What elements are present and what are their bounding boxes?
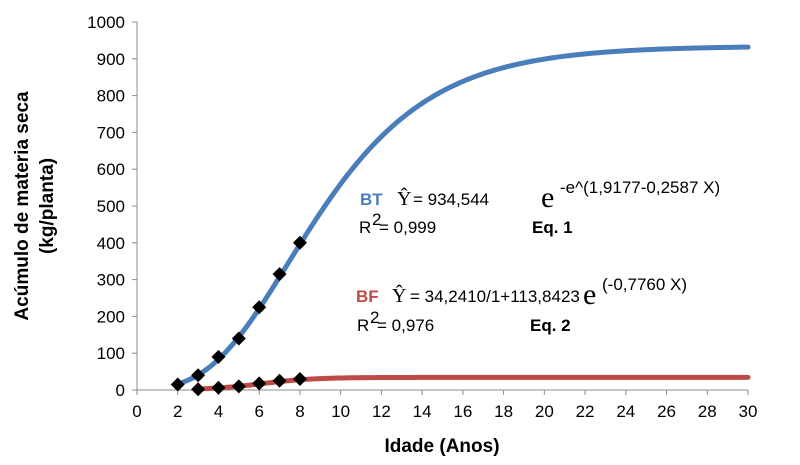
- marker-bt: [211, 349, 226, 364]
- equation-2: BF Ŷ = 34,2410/1+113,8423 e (-0,7760 X) …: [356, 275, 687, 335]
- series-curve-bf: [195, 374, 751, 392]
- x-tick-label: 10: [331, 402, 350, 421]
- x-tick-label: 8: [295, 402, 304, 421]
- x-tick-label: 0: [132, 402, 141, 421]
- x-tick-labels: 0 2 4 6 8 10 12 14 16 18 20 22 24 26 28 30: [132, 390, 757, 421]
- marker-bf: [211, 380, 226, 395]
- y-axis-title: Acúmulo de materia seca (kg/planta): [12, 91, 58, 321]
- series-curve-bt: [175, 44, 751, 387]
- eq1-r2-sup: 2: [372, 210, 381, 229]
- y-tick-label: 200: [97, 307, 125, 326]
- eq2-r2-label: R: [357, 316, 369, 335]
- x-tick-label: 4: [214, 402, 223, 421]
- series-markers: [170, 235, 307, 397]
- y-tick-label: 600: [97, 160, 125, 179]
- equation-1: BT Ŷ = 934,544 e -e^(1,9177-0,2587 X) R …: [359, 178, 720, 237]
- x-tick-label: 14: [413, 402, 432, 421]
- marker-bf: [191, 382, 206, 397]
- eq2-exponent: (-0,7760 X): [602, 275, 687, 294]
- x-axis-title: Idade (Anos): [384, 436, 499, 457]
- y-tick-label: 300: [97, 271, 125, 290]
- eq2-r2-value: = 0,976: [377, 316, 434, 335]
- eq2-e: e: [583, 278, 596, 311]
- x-tick-label: 20: [535, 402, 554, 421]
- eq1-series-label: BT: [360, 190, 383, 209]
- y-tick-labels: 0 100 200 300 400 500 600 700 800 900 1000: [87, 13, 137, 400]
- y-axis-title-line2: (kg/planta): [37, 158, 58, 254]
- x-tick-label: 28: [698, 402, 717, 421]
- x-tick-label: 22: [576, 402, 595, 421]
- y-axis-title-line1: Acúmulo de materia seca: [12, 91, 33, 321]
- x-tick-label: 30: [739, 402, 758, 421]
- y-tick-label: 900: [97, 50, 125, 69]
- x-tick-label: 12: [372, 402, 391, 421]
- x-tick-label: 6: [254, 402, 263, 421]
- eq1-r2-label: R: [359, 218, 371, 237]
- series-curves: [175, 44, 751, 392]
- eq1-exponent: -e^(1,9177-0,2587 X): [560, 178, 720, 197]
- marker-bf: [231, 379, 246, 394]
- marker-bt: [170, 377, 185, 392]
- eq1-label: Eq. 1: [532, 218, 573, 237]
- marker-bf: [252, 376, 267, 391]
- y-tick-label: 0: [116, 381, 125, 400]
- x-tick-label: 16: [453, 402, 472, 421]
- marker-bt: [231, 331, 246, 346]
- eq1-yhat: Ŷ: [397, 187, 411, 210]
- x-tick-label: 2: [173, 402, 182, 421]
- marker-bt: [191, 368, 206, 383]
- x-tick-label: 26: [657, 402, 676, 421]
- eq2-r2-sup: 2: [370, 308, 379, 327]
- eq2-series-label: BF: [356, 287, 379, 306]
- y-tick-label: 1000: [87, 13, 125, 32]
- y-tick-label: 100: [97, 344, 125, 363]
- y-tick-label: 800: [97, 87, 125, 106]
- marker-bf: [272, 373, 287, 388]
- marker-bt: [272, 267, 287, 282]
- eq1-e: e: [541, 181, 554, 214]
- y-tick-label: 400: [97, 234, 125, 253]
- marker-bt: [252, 300, 267, 315]
- marker-bt: [292, 235, 307, 250]
- x-tick-label: 18: [494, 402, 513, 421]
- y-tick-label: 500: [97, 197, 125, 216]
- marker-bf: [292, 371, 307, 386]
- y-tick-label: 700: [97, 123, 125, 142]
- eq1-r2-value: = 0,999: [379, 218, 436, 237]
- x-tick-label: 24: [616, 402, 635, 421]
- eq2-yhat: Ŷ: [392, 284, 406, 307]
- eq2-label: Eq. 2: [530, 316, 571, 335]
- eq2-equation-prefix: = 34,2410/1+113,8423: [410, 287, 580, 306]
- eq1-equation-prefix: = 934,544: [413, 190, 489, 209]
